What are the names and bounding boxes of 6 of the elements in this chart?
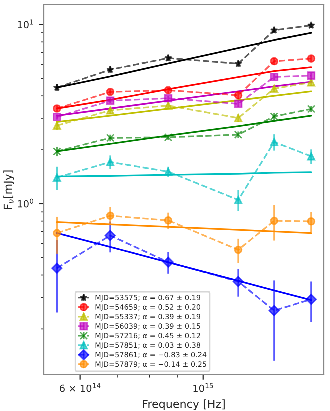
- x-tick-label: 6 × 10$^{14}$: [60, 383, 101, 392]
- x-axis-title: Frequency [Hz]: [143, 400, 225, 410]
- y-axis-title: F$_{ν}$[mJy]: [4, 170, 14, 210]
- y-tick-label: 10$^{0}$: [18, 198, 34, 208]
- y-tick-label: 10$^{1}$: [18, 20, 34, 29]
- x-tick-label: 10$^{15}$: [194, 383, 214, 392]
